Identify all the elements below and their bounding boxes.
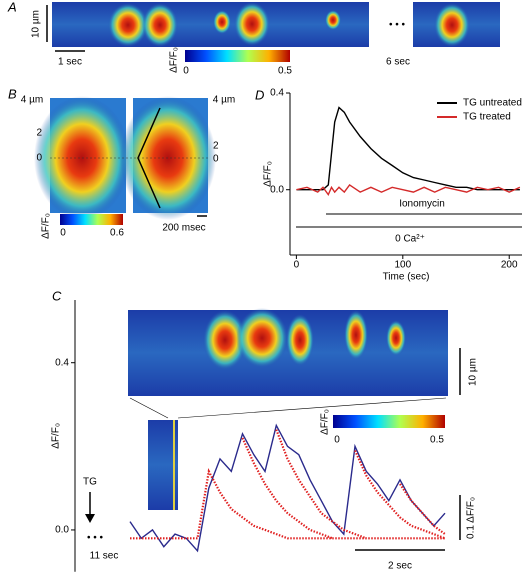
scale-label: 10 µm xyxy=(31,10,42,38)
x-tick-label: 0 xyxy=(294,260,300,271)
spark xyxy=(108,3,148,47)
series-line xyxy=(296,183,521,196)
ellipsis: • • • xyxy=(389,20,406,31)
panel-b: B 4 µm 2 0 4 µm 2 0 ΔF/F₀ 0 0.6 200 msec xyxy=(8,86,235,238)
panel-label: A xyxy=(7,0,17,14)
spark xyxy=(203,310,247,370)
colorbar-tick: 0.6 xyxy=(110,228,124,239)
spark xyxy=(213,10,231,34)
spark xyxy=(386,320,406,356)
scale-label: 2 sec xyxy=(388,561,412,572)
colorbar-label: ΔF/F₀ xyxy=(41,213,52,239)
colorbar xyxy=(60,214,123,225)
panel-c: C 10 µm ΔF/F₀ 0 0.5 TG • • • 11 sec 0.1 … xyxy=(52,288,479,571)
panel-label: B xyxy=(8,86,17,101)
colorbar-tick: 0.5 xyxy=(278,66,292,77)
colorbar-tick: 0 xyxy=(60,228,66,239)
panel-label: C xyxy=(52,288,62,303)
x-tick-label: 100 xyxy=(394,260,411,271)
spark xyxy=(325,10,341,30)
gap-label: 6 sec xyxy=(386,57,410,68)
colorbar-label: ΔF/F₀ xyxy=(169,47,180,73)
scale-label: 200 msec xyxy=(162,223,205,234)
colorbar xyxy=(185,50,290,62)
gap-label: 11 sec xyxy=(90,551,119,562)
colorbar-tick: 0 xyxy=(334,435,340,446)
series-line xyxy=(275,429,367,540)
panel-label: D xyxy=(255,87,264,102)
colorbar-tick: 0.5 xyxy=(430,435,444,446)
spark xyxy=(434,3,470,47)
annotation: Ionomycin xyxy=(399,199,445,210)
spark xyxy=(286,314,314,366)
panel-a: A • • • 10 µm 1 sec ΔF/F₀ 0 0.5 6 sec xyxy=(7,0,500,77)
y-tick-label: 0.0 xyxy=(270,184,284,195)
spark xyxy=(236,308,288,368)
y-axis-label: ΔF/F₀ xyxy=(51,423,62,449)
series-line xyxy=(241,437,333,540)
marker-label: TG xyxy=(83,477,97,488)
colorbar-tick: 0 xyxy=(183,66,189,77)
x-axis-label: Time (sec) xyxy=(383,272,430,283)
ellipsis: • • • xyxy=(87,533,104,544)
y-tick-label: 0.4 xyxy=(55,357,69,368)
zoom-line xyxy=(129,397,169,419)
spark xyxy=(142,3,178,47)
linescan xyxy=(52,2,369,47)
scale-label: 1 sec xyxy=(58,57,82,68)
legend-label: TG treated xyxy=(463,112,511,123)
y-axis-label: ΔF/F₀ xyxy=(263,161,274,187)
series-line xyxy=(129,423,446,553)
spark xyxy=(344,310,368,360)
colorbar-label: ΔF/F₀ xyxy=(320,409,331,435)
colorbar xyxy=(333,415,445,428)
tick-label: 0 xyxy=(213,154,219,165)
legend-label: TG untreated xyxy=(463,98,522,109)
arrow-head xyxy=(85,514,95,523)
tick-label: 4 µm xyxy=(21,95,43,106)
tick-label: 2 xyxy=(213,141,219,152)
annotation: 0 Ca²⁺ xyxy=(395,234,425,245)
y-tick-label: 0.0 xyxy=(55,525,69,536)
series-line xyxy=(353,450,446,540)
tick-label: 0 xyxy=(36,153,42,164)
tick-label: 2 xyxy=(36,128,42,139)
spark xyxy=(234,2,270,46)
y-tick-label: 0.4 xyxy=(270,88,284,99)
scale-label: 0.1 ΔF/F₀ xyxy=(466,497,477,539)
series-line xyxy=(296,106,520,191)
x-tick-label: 200 xyxy=(501,260,518,271)
scale-label: 10 µm xyxy=(468,358,479,386)
series-line xyxy=(399,483,446,535)
tick-label: 4 µm xyxy=(213,95,235,106)
series-line xyxy=(130,468,445,540)
zoom-line xyxy=(177,397,447,419)
panel-d-annotations: D Ionomycin 0 Ca²⁺ xyxy=(255,87,522,245)
